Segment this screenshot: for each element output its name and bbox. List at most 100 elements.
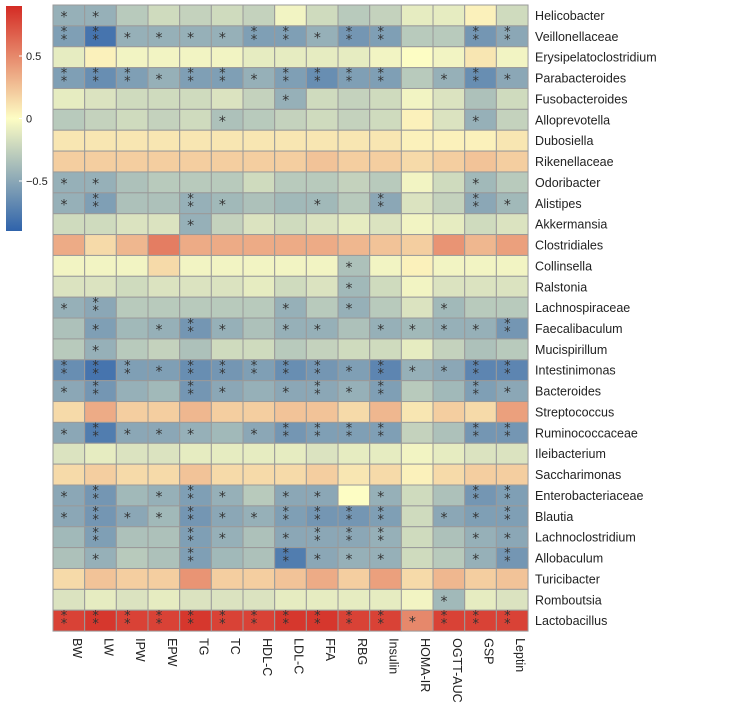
significance-star: * [187, 427, 194, 443]
heatmap-cell [52, 547, 86, 569]
heatmap-cell [337, 526, 371, 549]
heatmap-cell [210, 338, 244, 361]
heatmap-cell [52, 213, 86, 236]
significance-star: * [314, 513, 321, 528]
heatmap-cell [242, 359, 276, 382]
heatmap-cell [84, 254, 117, 277]
significance-star: * [187, 526, 194, 541]
significance-star: * [472, 367, 479, 382]
heatmap-cell [115, 87, 149, 110]
significance-star: * [346, 33, 353, 48]
heatmap-cell [179, 484, 212, 507]
heatmap-cell [464, 317, 497, 340]
heatmap-cell [337, 421, 371, 444]
significance-star: * [472, 492, 479, 507]
heatmap-cell [210, 401, 244, 423]
heatmap-cell [337, 338, 371, 361]
heatmap-cell [210, 25, 244, 48]
significance-star: * [92, 367, 99, 382]
row-label: Akkermansia [535, 218, 607, 232]
heatmap-cell [274, 380, 307, 403]
significance-star: * [92, 304, 99, 319]
significance-star: * [346, 302, 353, 318]
heatmap-cell [337, 129, 371, 152]
heatmap-cell [432, 442, 466, 465]
heatmap-cell [400, 380, 434, 403]
heatmap-cell [305, 463, 339, 486]
heatmap-cell [369, 213, 402, 236]
heatmap-cell [84, 296, 117, 319]
heatmap-cell [52, 567, 86, 590]
heatmap-cell [432, 588, 466, 611]
heatmap-cell [210, 4, 244, 27]
heatmap-cell [242, 4, 276, 27]
heatmap-cell [432, 129, 466, 152]
significance-star: * [441, 322, 448, 338]
column-label: OGTT-AUC [450, 638, 464, 703]
heatmap-cell [274, 401, 307, 423]
heatmap-cell [274, 87, 307, 110]
colorbar: 0.5 0 −0.5 [6, 6, 48, 231]
row-label: Ralstonia [535, 280, 587, 294]
colorbar-gradient [6, 6, 22, 231]
heatmap-cell [495, 380, 529, 403]
significance-star: * [219, 359, 226, 374]
heatmap-cell [464, 46, 497, 69]
column-label: FFA [323, 638, 337, 662]
heatmap-cell [400, 442, 434, 465]
significance-star: * [92, 296, 99, 311]
heatmap-cell [495, 317, 529, 340]
significance-star: * [504, 33, 511, 48]
heatmap-cell [464, 87, 497, 110]
significance-star: * [314, 552, 321, 568]
heatmap-cell [495, 505, 529, 528]
heatmap-cell [274, 484, 307, 507]
heatmap-cell [400, 463, 434, 486]
heatmap-cell [464, 4, 497, 27]
heatmap-cell [400, 547, 434, 569]
heatmap-cell [147, 129, 181, 152]
significance-star: * [92, 67, 99, 82]
significance-star: * [441, 302, 448, 318]
significance-star: * [61, 359, 68, 374]
significance-star: * [156, 510, 163, 526]
column-label: RBG [355, 638, 369, 665]
heatmap-cell [115, 192, 149, 215]
significance-star: * [504, 513, 511, 528]
heatmap-cell [210, 484, 244, 507]
heatmap-cell [305, 129, 339, 152]
significance-star: * [187, 492, 194, 507]
heatmap-cell [337, 234, 371, 256]
heatmap-cell [84, 442, 117, 465]
heatmap-cell [84, 463, 117, 486]
heatmap-cell [464, 588, 497, 611]
significance-star: * [219, 114, 226, 130]
heatmap-cell [337, 171, 371, 194]
heatmap-cell [305, 87, 339, 110]
heatmap-cell [274, 296, 307, 319]
significance-star: * [187, 192, 194, 207]
heatmap-cell [495, 171, 529, 194]
significance-star: * [282, 505, 289, 520]
heatmap-cell [400, 46, 434, 69]
heatmap-cell [52, 442, 86, 465]
heatmap-cell [210, 108, 244, 131]
heatmap-cell [305, 609, 339, 632]
significance-star: * [156, 322, 163, 338]
heatmap-cell [464, 380, 497, 403]
heatmap-cell [242, 463, 276, 486]
heatmap-cell [305, 296, 339, 319]
significance-star: * [377, 429, 384, 444]
row-label: Streptococcus [535, 405, 614, 419]
heatmap-cell [305, 338, 339, 361]
heatmap-cell [337, 4, 371, 27]
column-label: Insulin [387, 638, 401, 674]
heatmap-cell [147, 87, 181, 110]
heatmap-cell [84, 67, 117, 89]
row-label: Allobaculum [535, 552, 603, 566]
significance-star: * [187, 388, 194, 403]
significance-star: * [187, 75, 194, 90]
significance-star: * [504, 505, 511, 520]
heatmap-cell [432, 46, 466, 69]
heatmap-cell [369, 234, 402, 256]
